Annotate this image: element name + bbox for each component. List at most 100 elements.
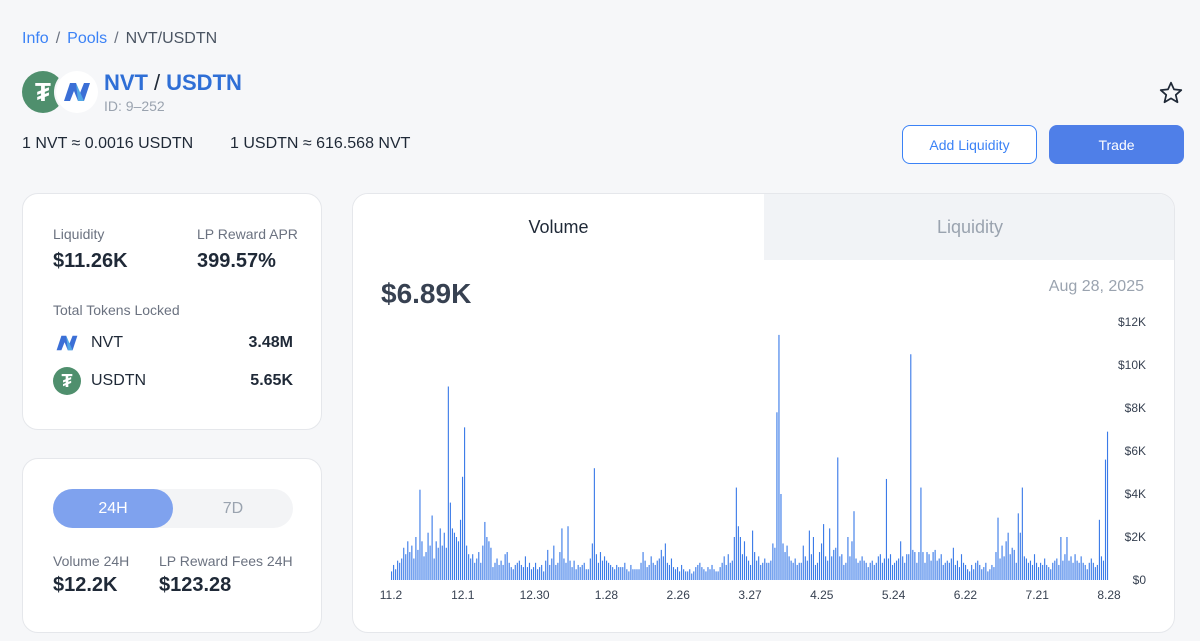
volume-bar[interactable]: [932, 552, 934, 580]
volume-bar[interactable]: [709, 569, 711, 580]
volume-bar[interactable]: [1064, 554, 1066, 580]
volume-bar[interactable]: [869, 562, 871, 580]
volume-bar[interactable]: [567, 526, 569, 580]
volume-bar[interactable]: [804, 556, 806, 580]
volume-bar[interactable]: [829, 528, 831, 580]
volume-bar[interactable]: [768, 562, 770, 580]
volume-bar[interactable]: [433, 558, 435, 581]
volume-bar[interactable]: [504, 554, 506, 580]
volume-bar[interactable]: [1078, 562, 1080, 580]
volume-bar[interactable]: [595, 554, 597, 580]
volume-bar[interactable]: [616, 564, 618, 580]
volume-bar[interactable]: [995, 552, 997, 580]
volume-bar[interactable]: [883, 558, 885, 581]
volume-bar[interactable]: [916, 562, 918, 580]
volume-bar[interactable]: [960, 554, 963, 580]
volume-bar[interactable]: [549, 564, 551, 580]
volume-bar[interactable]: [770, 560, 772, 580]
volume-bar[interactable]: [922, 552, 924, 580]
volume-bar[interactable]: [636, 569, 638, 580]
volume-bar[interactable]: [741, 554, 744, 580]
volume-bar[interactable]: [847, 537, 849, 580]
volume-bar[interactable]: [557, 562, 559, 580]
volume-bar[interactable]: [1033, 554, 1036, 580]
volume-bar[interactable]: [887, 558, 890, 581]
volume-bar[interactable]: [705, 571, 707, 580]
volume-bar[interactable]: [750, 564, 752, 580]
volume-bar[interactable]: [1003, 556, 1005, 580]
volume-bar[interactable]: [745, 556, 748, 580]
volume-bar[interactable]: [940, 554, 942, 580]
volume-bar[interactable]: [934, 549, 936, 580]
volume-bar[interactable]: [683, 569, 685, 580]
volume-bar[interactable]: [569, 560, 571, 580]
volume-bar[interactable]: [816, 562, 819, 580]
volume-bar[interactable]: [944, 562, 946, 580]
volume-bar[interactable]: [455, 537, 458, 580]
volume-bar[interactable]: [478, 552, 480, 580]
volume-bar[interactable]: [668, 564, 670, 580]
volume-bar[interactable]: [1029, 560, 1032, 580]
volume-bar[interactable]: [1104, 459, 1107, 580]
volume-bar[interactable]: [839, 556, 841, 580]
volume-bar[interactable]: [587, 569, 589, 580]
volume-bar[interactable]: [896, 560, 898, 580]
volume-bar[interactable]: [431, 515, 433, 581]
volume-bar[interactable]: [1084, 564, 1086, 580]
volume-bar[interactable]: [488, 541, 490, 580]
volume-bar[interactable]: [977, 560, 979, 580]
period-7d-option[interactable]: 7D: [222, 499, 244, 517]
volume-bar[interactable]: [610, 564, 612, 580]
volume-bar[interactable]: [1090, 558, 1092, 581]
volume-bar[interactable]: [500, 560, 502, 580]
volume-bar[interactable]: [1088, 562, 1090, 580]
volume-bar[interactable]: [1102, 560, 1105, 580]
volume-bar[interactable]: [591, 543, 593, 580]
volume-bar[interactable]: [612, 567, 614, 580]
volume-bar[interactable]: [559, 552, 561, 580]
volume-bar[interactable]: [486, 537, 488, 580]
volume-bar[interactable]: [543, 571, 545, 580]
volume-bar[interactable]: [1054, 560, 1056, 580]
volume-bar[interactable]: [660, 549, 662, 580]
volume-bar[interactable]: [1050, 569, 1052, 580]
volume-bar[interactable]: [425, 552, 427, 580]
volume-bar[interactable]: [646, 567, 648, 580]
volume-bar[interactable]: [743, 541, 746, 580]
volume-bar[interactable]: [1001, 545, 1003, 580]
volume-bar[interactable]: [754, 552, 756, 580]
volume-bar[interactable]: [875, 562, 877, 580]
volume-bar[interactable]: [950, 558, 952, 581]
volume-bar[interactable]: [1015, 562, 1017, 580]
volume-bar[interactable]: [565, 562, 567, 580]
volume-bar[interactable]: [1082, 562, 1084, 580]
volume-bar[interactable]: [401, 558, 403, 581]
volume-bar[interactable]: [983, 567, 985, 580]
volume-bar[interactable]: [457, 541, 460, 580]
volume-bar[interactable]: [843, 564, 845, 580]
volume-bar[interactable]: [524, 556, 526, 580]
volume-bar[interactable]: [516, 562, 518, 580]
volume-bar[interactable]: [1042, 564, 1044, 580]
volume-bar[interactable]: [630, 564, 632, 580]
volume-bar[interactable]: [997, 517, 999, 580]
volume-bar[interactable]: [981, 569, 983, 580]
volume-bar[interactable]: [853, 511, 855, 580]
volume-bar[interactable]: [449, 502, 451, 580]
volume-bar[interactable]: [1048, 567, 1050, 580]
volume-bar[interactable]: [920, 487, 922, 580]
trade-button[interactable]: Trade: [1049, 125, 1184, 164]
volume-bar[interactable]: [800, 562, 802, 580]
volume-bar[interactable]: [1052, 562, 1054, 580]
volume-bar[interactable]: [1038, 567, 1040, 580]
volume-bar[interactable]: [571, 567, 573, 580]
volume-bar[interactable]: [906, 554, 908, 580]
volume-bar[interactable]: [670, 558, 673, 581]
pair-quote-link[interactable]: USDTN: [166, 70, 242, 95]
volume-bar[interactable]: [719, 567, 721, 580]
volume-bar[interactable]: [532, 567, 535, 580]
volume-bar[interactable]: [985, 562, 987, 580]
volume-bar[interactable]: [788, 556, 790, 580]
volume-bar[interactable]: [397, 560, 399, 580]
volume-bar[interactable]: [713, 569, 715, 580]
